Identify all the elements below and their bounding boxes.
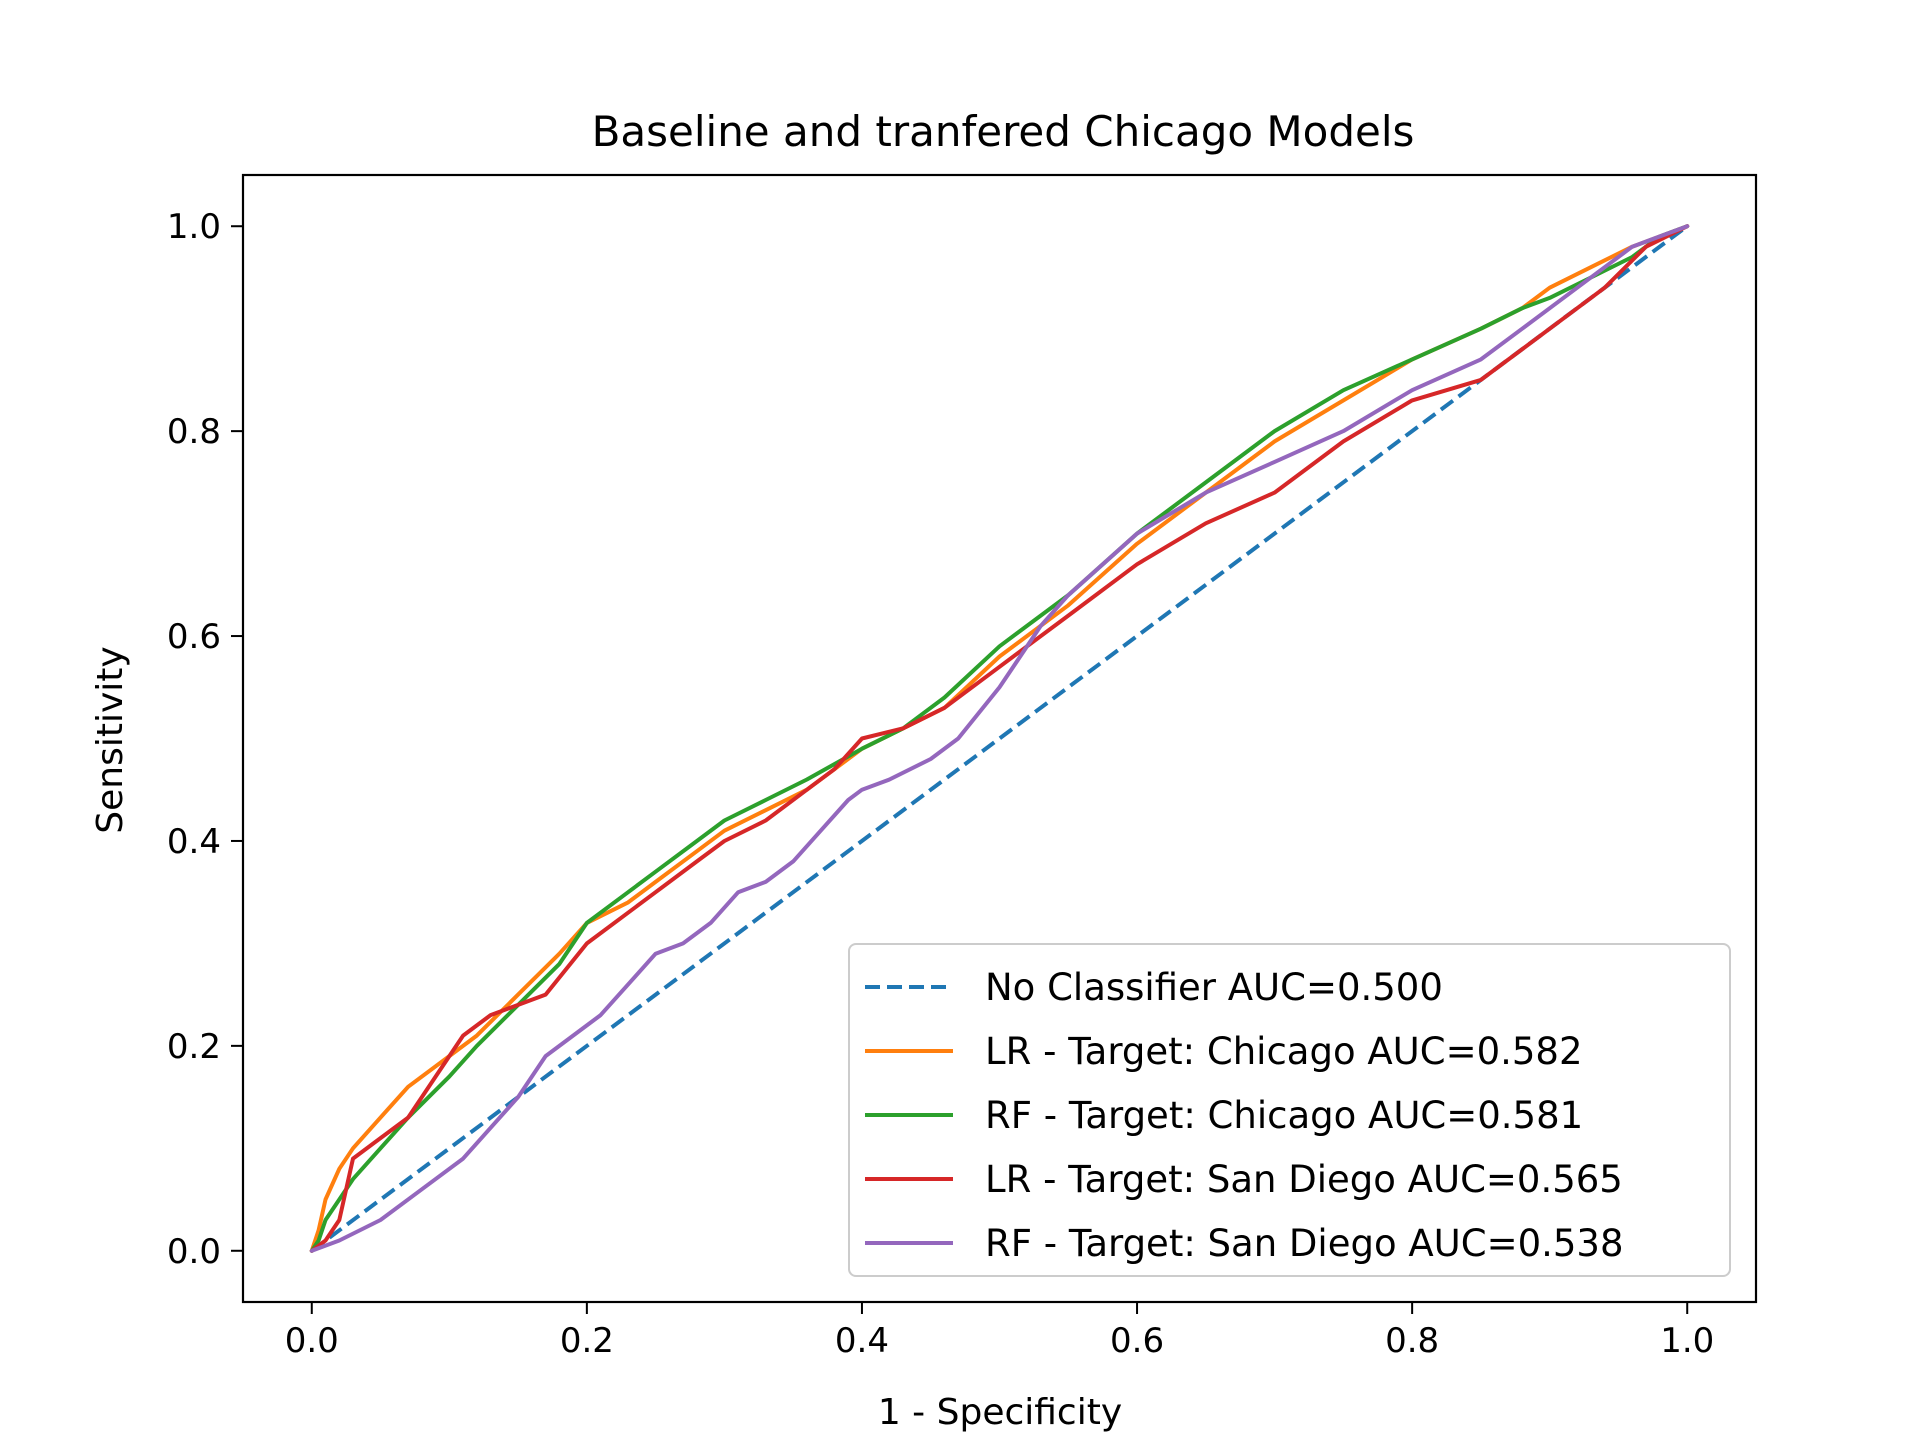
- y-tick-label: 0.2: [167, 1027, 221, 1067]
- x-tick-label: 0.6: [1110, 1321, 1164, 1361]
- legend-label-3: LR - Target: San Diego AUC=0.565: [985, 1158, 1623, 1201]
- x-axis-label: 1 - Specificity: [878, 1392, 1122, 1433]
- legend-label-0: No Classifier AUC=0.500: [985, 966, 1443, 1009]
- x-tick-label: 0.2: [560, 1321, 614, 1361]
- series-layer: [309, 224, 1690, 1253]
- series-line-3: [309, 224, 1690, 1253]
- legend-label-1: LR - Target: Chicago AUC=0.582: [985, 1030, 1583, 1073]
- x-tick-label: 0.8: [1385, 1321, 1439, 1361]
- y-tick-label: 0.0: [167, 1232, 221, 1272]
- series-line-2: [309, 224, 1690, 1253]
- x-tick-label: 0.4: [835, 1321, 889, 1361]
- y-axis-label: Sensitivity: [90, 646, 131, 833]
- plot-frame: [241, 173, 1758, 1304]
- y-tick-label: 0.4: [167, 822, 221, 862]
- y-axis-ticks: 0.0 0.2 0.4 0.6 0.8 1.0: [167, 207, 243, 1272]
- chart-title: Baseline and tranfered Chicago Models: [592, 107, 1415, 156]
- y-tick-label: 1.0: [167, 207, 221, 247]
- legend-label-2: RF - Target: Chicago AUC=0.581: [985, 1094, 1583, 1137]
- legend: No Classifier AUC=0.500 LR - Target: Chic…: [848, 943, 1731, 1277]
- x-tick-label: 1.0: [1660, 1321, 1714, 1361]
- legend-label-4: RF - Target: San Diego AUC=0.538: [985, 1222, 1624, 1265]
- y-tick-label: 0.8: [167, 412, 221, 452]
- x-tick-label: 0.0: [285, 1321, 339, 1361]
- y-tick-label: 0.6: [167, 617, 221, 657]
- legend-box: [848, 943, 1731, 1277]
- x-axis-ticks: 0.0 0.2 0.4 0.6 0.8 1.0: [285, 1302, 1714, 1361]
- series-line-4: [309, 224, 1690, 1253]
